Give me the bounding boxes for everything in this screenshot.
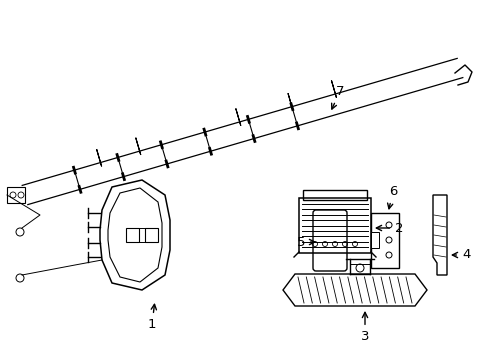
Text: 2: 2 <box>376 221 403 234</box>
Bar <box>303 190 366 200</box>
Bar <box>298 198 370 253</box>
Text: 6: 6 <box>387 185 396 209</box>
Text: 1: 1 <box>147 304 156 331</box>
Bar <box>7 187 25 203</box>
Text: 3: 3 <box>360 312 368 343</box>
Text: 7: 7 <box>331 85 344 109</box>
Text: 5: 5 <box>296 235 314 248</box>
Bar <box>370 232 378 248</box>
Bar <box>370 213 398 268</box>
Text: 4: 4 <box>451 248 469 261</box>
